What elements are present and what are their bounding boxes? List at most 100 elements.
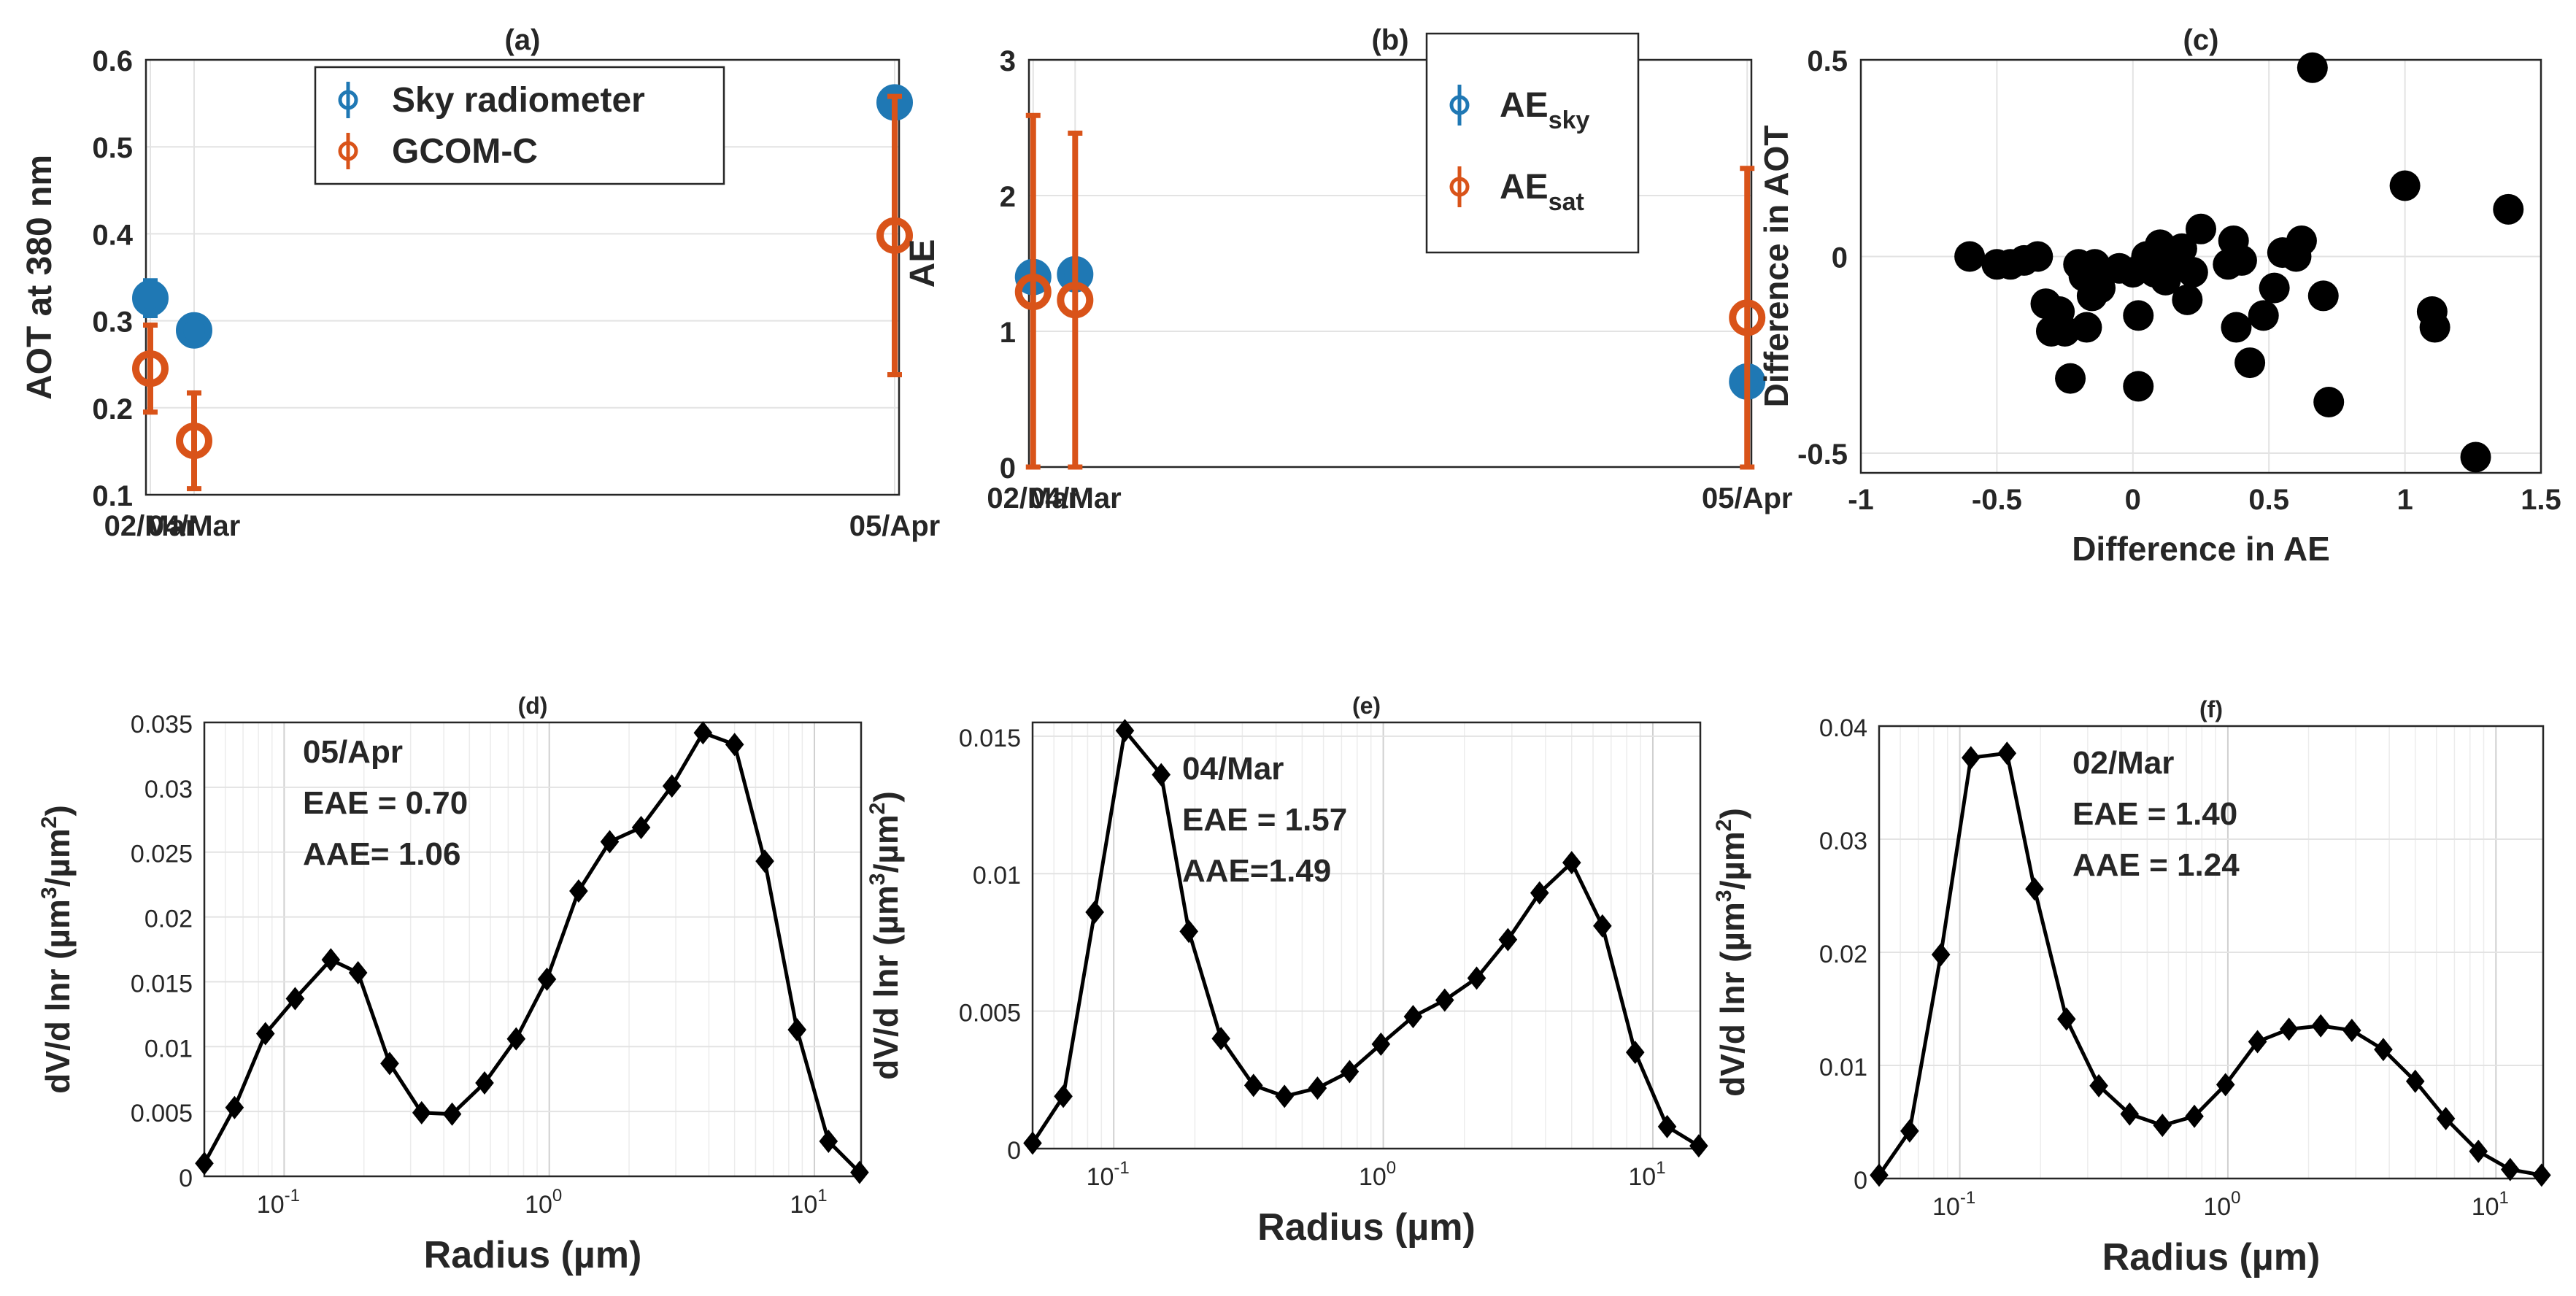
scatter-point [2177, 257, 2208, 288]
diamond-marker [1530, 881, 1549, 905]
y-axis-label: AE [903, 239, 942, 288]
diamond-marker [2342, 1018, 2361, 1042]
x-tick-label: 1 [2396, 484, 2413, 516]
x-tick-exponent: 0 [1387, 1158, 1396, 1178]
scatter-point [2079, 249, 2110, 280]
diamond-marker [1054, 1084, 1073, 1108]
diamond-marker [662, 774, 682, 798]
x-tick-label: 1.5 [2521, 484, 2561, 516]
legend-marker [338, 141, 358, 161]
x-tick-label: -0.5 [1972, 484, 2022, 516]
diamond-marker [693, 721, 713, 745]
y-tick-label: 0.03 [144, 776, 193, 803]
plot-frame [1031, 721, 1702, 1150]
x-tick-label: 101 [1628, 1158, 1665, 1191]
diamond-marker [2025, 877, 2044, 901]
plot-frame [1027, 58, 1753, 468]
diamond-marker [2469, 1139, 2488, 1163]
x-tick-exponent: 1 [1656, 1158, 1665, 1178]
data-point-sat [876, 217, 913, 254]
x-tick-label: 10-1 [1087, 1158, 1130, 1191]
data-point-sat [1057, 282, 1094, 319]
x-tick-base: 10 [1932, 1193, 1960, 1221]
legend-label: AEsky [1500, 86, 1590, 134]
annotation-line: AAE = 1.24 [2072, 847, 2240, 883]
x-tick-exponent: 1 [817, 1186, 827, 1206]
series-line [202, 730, 861, 1174]
y-tick-label: 0.03 [1819, 828, 1867, 855]
y-tick-label: 0.6 [92, 45, 133, 77]
y-tick-label: 0.015 [131, 970, 193, 998]
diamond-marker [225, 1095, 244, 1119]
diamond-marker [1435, 988, 1454, 1012]
diamond-marker [2153, 1114, 2172, 1138]
diamond-marker [1211, 1027, 1230, 1051]
x-axis-label: Radius (µm) [2102, 1236, 2321, 1278]
annotation-line: EAE = 1.40 [2072, 796, 2237, 832]
legend-label-main: AE [1500, 86, 1549, 125]
legend-label: GCOM-C [392, 132, 538, 171]
x-tick-label: 10-1 [1932, 1188, 1975, 1221]
x-tick-base: 10 [257, 1191, 285, 1219]
scatter-point [2022, 241, 2054, 272]
x-axis-label: Difference in AE [2072, 530, 2330, 568]
y-label-part: dV/d lnr (µm [39, 899, 77, 1094]
y-label-part: ) [1713, 808, 1751, 819]
x-tick-label: 05/Apr [849, 510, 941, 542]
y-axis-label: dV/d lnr (µm3/µm2) [865, 791, 905, 1080]
diamond-marker [2436, 1106, 2456, 1130]
y-tick-label: 0 [1832, 242, 1848, 274]
y-axis-label: AOT at 380 nm [20, 155, 59, 400]
x-tick-label: 0 [2125, 484, 2141, 516]
x-tick-base: 10 [1628, 1163, 1656, 1191]
annotation-line: 04/Mar [1182, 751, 1284, 787]
y-tick-label: 0.015 [959, 725, 1021, 752]
annotation-line: 05/Apr [303, 734, 403, 770]
series-line [1877, 751, 2542, 1177]
diamond-marker [321, 948, 341, 972]
scatter-point [2313, 386, 2345, 417]
scatter-point [2221, 312, 2252, 343]
y-label-sup: 3 [1712, 890, 1736, 902]
y-tick-label: 0 [179, 1165, 193, 1192]
diamond-marker [537, 967, 557, 991]
x-tick-label: 101 [2472, 1188, 2509, 1221]
data-point-sat [132, 350, 169, 387]
data-point-sat [176, 423, 212, 460]
legend-box [314, 66, 725, 185]
diamond-marker [600, 830, 620, 854]
scatter-point [2259, 272, 2290, 304]
y-tick-label: 0.025 [131, 841, 193, 868]
legend-label-sub: sky [1549, 107, 1590, 134]
diamond-marker [1152, 763, 1171, 787]
diamond-marker [1870, 1163, 1889, 1187]
diamond-marker [1593, 914, 1612, 938]
scatter-point [2166, 233, 2197, 264]
x-tick-exponent: -1 [1114, 1158, 1129, 1178]
x-tick-label: 100 [2203, 1188, 2240, 1221]
y-tick-label: 0 [1007, 1137, 1021, 1165]
diamond-marker [1467, 966, 1486, 990]
legend-marker [338, 90, 358, 110]
x-tick-base: 10 [1087, 1163, 1114, 1191]
diamond-marker [475, 1071, 494, 1095]
legend-marker [1449, 177, 1470, 197]
diamond-marker [2311, 1014, 2330, 1038]
scatter-point [2226, 244, 2257, 276]
panel-title: (a) [505, 24, 541, 56]
y-label-part: /µm [1713, 831, 1751, 890]
diamond-marker [725, 733, 744, 757]
diamond-marker [2120, 1102, 2140, 1126]
y-tick-label: 2 [1000, 181, 1016, 213]
diamond-marker [755, 849, 774, 873]
diamond-marker [787, 1018, 807, 1042]
scatter-point [2123, 371, 2154, 402]
y-tick-label: 0.02 [1819, 941, 1867, 968]
diamond-marker [348, 960, 368, 984]
diamond-marker [1179, 919, 1198, 944]
data-point-sat [1014, 274, 1052, 311]
x-tick-label: 101 [790, 1186, 827, 1219]
x-tick-base: 10 [1359, 1163, 1387, 1191]
scatter-point [2297, 52, 2328, 83]
